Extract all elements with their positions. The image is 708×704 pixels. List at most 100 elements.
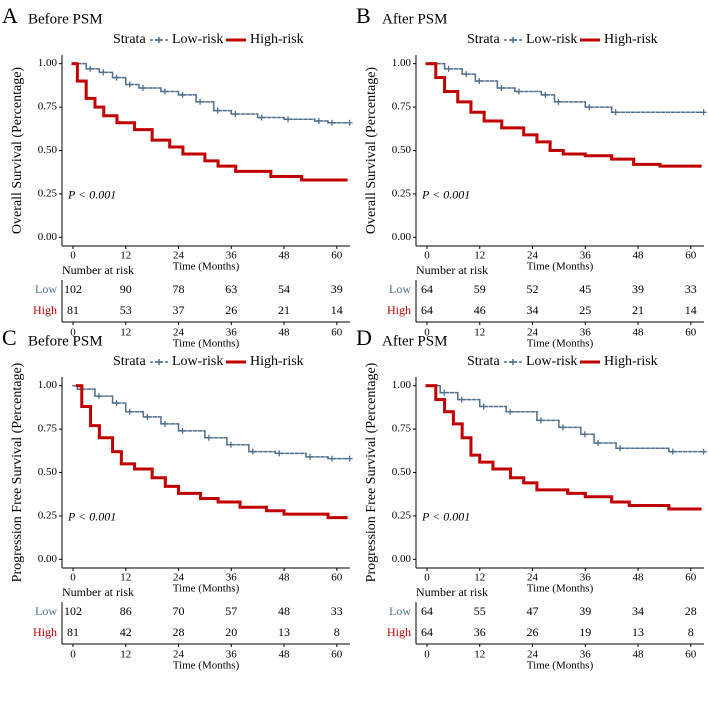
x-axis-label: Time (Months): [173, 261, 240, 273]
censor-mark: [507, 408, 514, 415]
km-curve: [425, 384, 702, 511]
risk-count: 37: [173, 303, 185, 317]
x-tick-label: 0: [424, 250, 430, 262]
legend-label: Low-risk: [526, 32, 577, 47]
panel-letter: B: [356, 3, 371, 28]
censor-mark: [555, 98, 562, 105]
censor-mark: [126, 408, 133, 415]
x-tick-label: 36: [580, 572, 592, 584]
legend-title: Strata: [113, 32, 146, 47]
risk-x-axis-label: Time (Months): [527, 338, 594, 350]
risk-count: 70: [173, 604, 185, 618]
risk-count: 81: [67, 625, 79, 639]
panel-title: After PSM: [382, 11, 447, 27]
censor-mark: [179, 91, 186, 98]
risk-x-axis-label: Time (Months): [527, 660, 594, 672]
x-axis-label: Time (Months): [173, 583, 240, 595]
x-tick-label: 12: [120, 250, 131, 262]
y-tick-label: 0.00: [38, 231, 58, 243]
y-tick-label: 0.00: [38, 553, 58, 565]
risk-count: 28: [173, 625, 185, 639]
risk-count: 42: [120, 625, 132, 639]
x-tick-label: 36: [226, 572, 238, 584]
risk-x-tick-label: 12: [474, 649, 485, 661]
censor-mark: [161, 88, 168, 95]
legend-swatch: [156, 37, 162, 43]
censor-mark: [126, 81, 133, 88]
panel: D After PSM Strata Low-risk High-risk 0.00 0.2…: [356, 325, 707, 672]
y-tick-label: 0.25: [38, 187, 58, 199]
censor-mark: [232, 111, 239, 118]
censor-mark: [537, 417, 544, 424]
legend-label: Low-risk: [526, 354, 577, 369]
panel-letter: A: [2, 3, 18, 28]
risk-count: 81: [67, 303, 79, 317]
censor-mark: [276, 450, 283, 457]
censor-mark: [113, 74, 120, 81]
panel-letter: C: [2, 325, 17, 350]
censor-mark: [559, 424, 566, 431]
risk-count: 21: [278, 303, 290, 317]
panel: C Before PSM Strata Low-risk High-risk 0.00 0.…: [2, 325, 353, 672]
legend-label: High-risk: [604, 32, 658, 47]
km-curve: [72, 62, 353, 126]
x-tick-label: 0: [70, 250, 76, 262]
risk-x-tick-label: 0: [70, 327, 76, 339]
risk-table-title: Number at risk: [416, 263, 488, 277]
panel-title: After PSM: [382, 333, 447, 349]
censor-mark: [586, 104, 593, 111]
x-tick-label: 24: [527, 250, 539, 262]
risk-x-tick-label: 0: [424, 327, 430, 339]
risk-x-tick-label: 0: [424, 649, 430, 661]
risk-count: 26: [225, 303, 237, 317]
risk-count: 39: [632, 282, 644, 296]
risk-count: 64: [421, 303, 433, 317]
risk-table-title: Number at risk: [416, 585, 488, 599]
x-tick-label: 0: [70, 572, 76, 584]
y-axis-label: Overall Survival (Percentage): [364, 67, 379, 234]
panel: B After PSM Strata Low-risk High-risk 0.00 0.2…: [356, 3, 707, 350]
risk-count: 59: [474, 282, 486, 296]
censor-mark: [445, 65, 452, 72]
risk-count: 14: [331, 303, 343, 317]
y-tick-label: 0.75: [392, 423, 412, 435]
risk-row-label: High: [33, 303, 57, 317]
censor-mark: [307, 453, 314, 460]
x-tick-label: 24: [173, 250, 185, 262]
x-tick-label: 24: [173, 572, 185, 584]
risk-table-title: Number at risk: [62, 263, 134, 277]
risk-count: 28: [685, 604, 697, 618]
x-axis-label: Time (Months): [527, 261, 594, 273]
risk-count: 102: [64, 604, 82, 618]
risk-count: 33: [685, 282, 697, 296]
risk-count: 36: [474, 625, 486, 639]
censor-mark: [498, 84, 505, 91]
km-curve: [72, 384, 353, 462]
x-tick-label: 60: [331, 572, 343, 584]
risk-count: 57: [225, 604, 237, 618]
risk-count: 20: [225, 625, 237, 639]
y-axis-label: Overall Survival (Percentage): [10, 67, 25, 234]
censor-mark: [249, 448, 256, 455]
x-tick-label: 60: [685, 250, 697, 262]
y-tick-label: 0.50: [392, 466, 412, 478]
censor-mark: [542, 91, 549, 98]
p-value: P < 0.001: [421, 510, 470, 524]
risk-count: 21: [632, 303, 644, 317]
y-tick-label: 0.75: [38, 101, 58, 113]
km-curve: [426, 384, 707, 455]
risk-row-label: Low: [389, 282, 411, 296]
risk-count: 64: [421, 604, 433, 618]
x-tick-label: 48: [633, 572, 645, 584]
risk-count: 34: [632, 604, 644, 618]
y-tick-label: 0.75: [38, 423, 58, 435]
panel-title: Before PSM: [28, 11, 103, 27]
x-tick-label: 0: [424, 572, 430, 584]
risk-row-label: Low: [389, 604, 411, 618]
censor-mark: [285, 116, 292, 123]
risk-count: 55: [474, 604, 486, 618]
risk-count: 54: [278, 282, 290, 296]
censor-mark: [617, 445, 624, 452]
x-tick-label: 36: [226, 250, 238, 262]
risk-count: 53: [120, 303, 132, 317]
